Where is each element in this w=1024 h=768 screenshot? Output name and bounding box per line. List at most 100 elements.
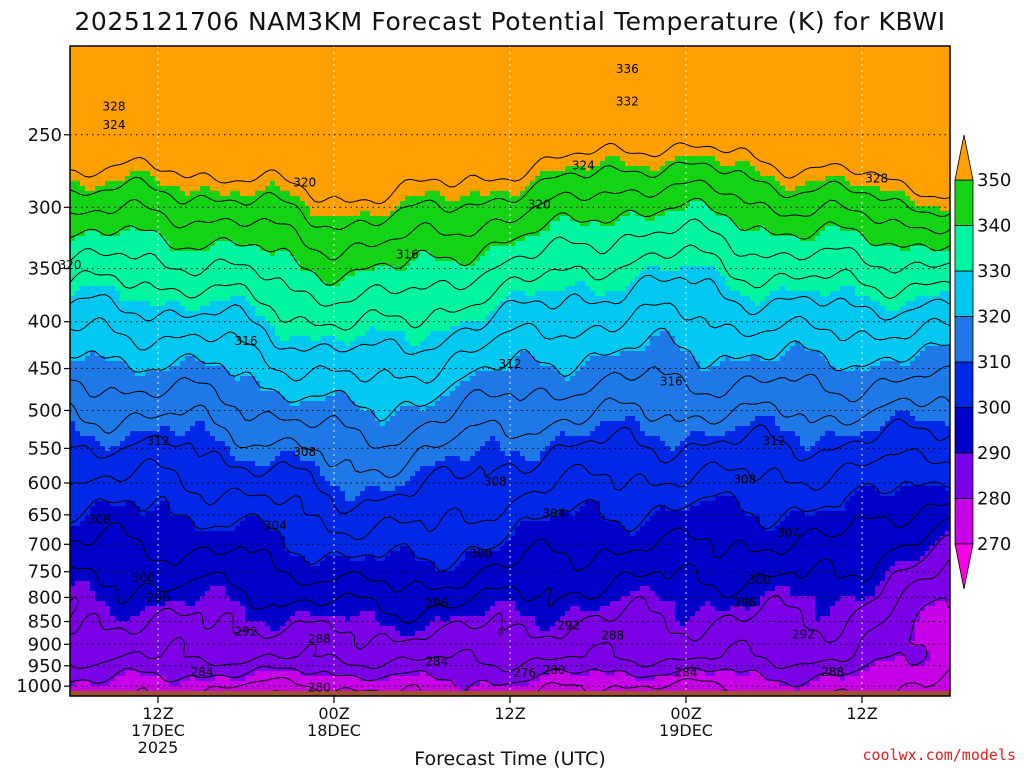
field-cell	[625, 416, 636, 422]
field-cell	[85, 356, 106, 362]
field-cell	[775, 421, 886, 427]
field-cell	[295, 451, 476, 457]
field-cell	[70, 221, 551, 227]
field-cell	[705, 431, 726, 437]
field-cell	[920, 351, 950, 357]
field-cell	[815, 611, 831, 617]
field-cell	[355, 336, 406, 342]
field-cell	[70, 546, 286, 552]
field-cell	[520, 451, 541, 457]
field-cell	[70, 456, 236, 462]
temperature-field	[70, 46, 950, 696]
field-cell	[375, 616, 436, 622]
field-cell	[735, 496, 851, 502]
field-cell	[75, 581, 91, 587]
y-tick-label: 450	[28, 359, 62, 380]
field-cell	[95, 596, 201, 602]
field-cell	[70, 351, 91, 357]
field-cell	[885, 421, 946, 427]
field-cell	[795, 686, 801, 692]
field-cell	[725, 356, 731, 362]
field-cell	[475, 261, 950, 267]
field-cell	[245, 296, 506, 302]
field-cell	[70, 581, 76, 587]
x-tick-label: 18DEC	[307, 721, 361, 740]
contour-label: 304	[264, 519, 287, 533]
x-tick-label: 12Z	[494, 704, 525, 723]
field-cell	[240, 521, 266, 527]
field-cell	[130, 616, 246, 622]
field-cell	[310, 611, 361, 617]
field-cell	[435, 401, 950, 407]
field-cell	[900, 246, 911, 252]
field-cell	[250, 301, 501, 307]
field-cell	[820, 436, 950, 442]
field-cell	[750, 356, 761, 362]
y-tick-label: 700	[28, 534, 62, 555]
field-cell	[70, 226, 131, 232]
field-cell	[255, 461, 271, 467]
field-cell	[310, 211, 361, 217]
field-cell	[800, 441, 816, 447]
field-cell	[170, 506, 581, 512]
field-cell	[675, 446, 806, 452]
field-cell	[715, 606, 731, 612]
field-cell	[460, 561, 896, 567]
field-cell	[510, 291, 526, 297]
field-cell	[815, 441, 950, 447]
field-cell	[70, 651, 931, 657]
field-cell	[75, 421, 196, 427]
field-cell	[285, 536, 511, 542]
field-cell	[280, 626, 396, 632]
field-cell	[230, 596, 621, 602]
field-cell	[750, 421, 776, 427]
field-cell	[395, 411, 896, 417]
field-cell	[855, 291, 941, 297]
field-cell	[855, 491, 881, 497]
field-cell	[585, 361, 701, 367]
y-tick-label: 750	[28, 562, 62, 583]
field-cell	[525, 186, 786, 192]
field-cell	[770, 291, 821, 297]
field-cell	[70, 486, 341, 492]
field-cell	[70, 161, 601, 167]
field-cell	[70, 586, 91, 592]
field-cell	[760, 356, 781, 362]
field-cell	[70, 571, 886, 577]
field-cell	[195, 601, 241, 607]
field-cell	[95, 436, 126, 442]
field-cell	[570, 671, 591, 677]
field-cell	[725, 431, 796, 437]
field-cell	[70, 181, 81, 187]
field-cell	[255, 311, 491, 317]
contour-label: 276	[513, 666, 536, 680]
field-cell	[325, 556, 351, 562]
field-cell	[865, 596, 950, 602]
field-cell	[355, 271, 641, 277]
field-cell	[805, 346, 926, 352]
field-cell	[290, 616, 346, 622]
contour-label: 328	[103, 100, 126, 114]
field-cell	[220, 191, 231, 197]
field-cell	[190, 191, 221, 197]
field-cell	[75, 681, 91, 687]
field-cell	[475, 371, 561, 377]
x-tick-label: 12Z	[846, 704, 877, 723]
field-cell	[740, 291, 771, 297]
field-cell	[260, 516, 551, 522]
field-cell	[815, 616, 821, 622]
field-cell	[930, 546, 950, 552]
field-cell	[450, 616, 536, 622]
field-cell	[540, 456, 950, 462]
colorbar-segment	[954, 498, 974, 545]
field-cell	[85, 186, 96, 192]
field-cell	[345, 341, 351, 347]
field-cell	[120, 231, 161, 237]
field-cell	[265, 621, 286, 627]
field-cell	[740, 506, 846, 512]
y-tick-label: 650	[28, 505, 62, 526]
field-cell	[725, 281, 950, 287]
field-cell	[860, 671, 950, 677]
field-cell	[230, 451, 281, 457]
field-cell	[185, 191, 191, 197]
